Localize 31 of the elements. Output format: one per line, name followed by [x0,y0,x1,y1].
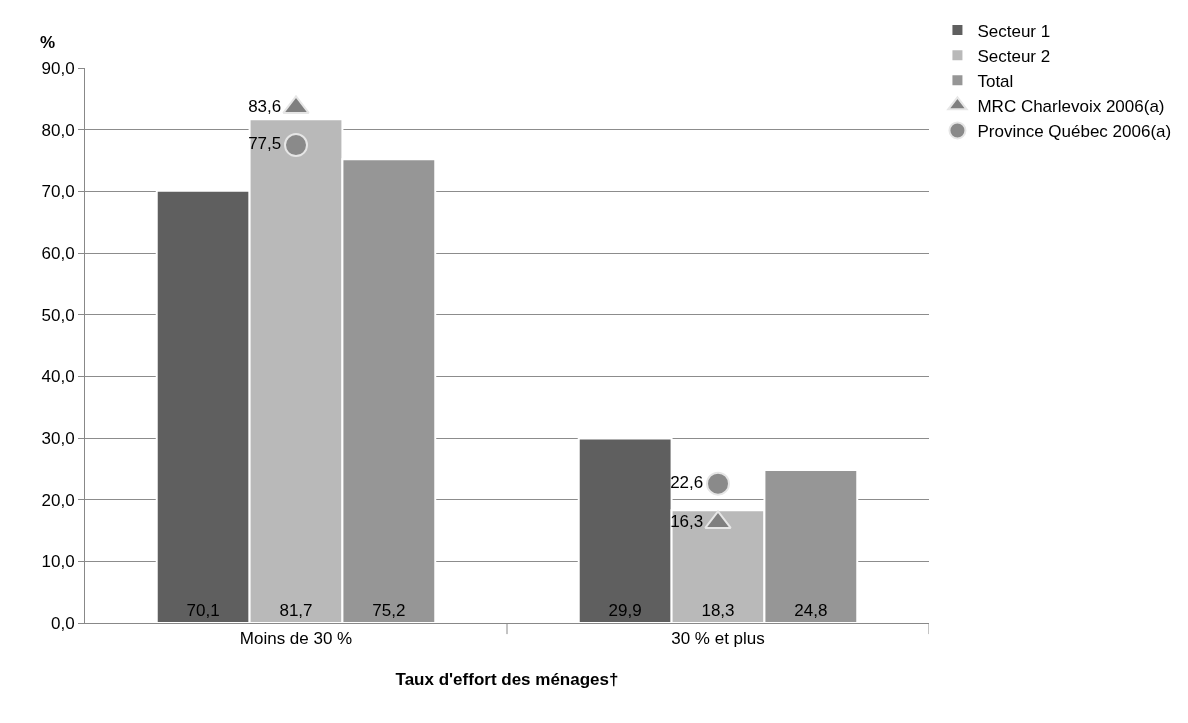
y-tick-label: 40,0 [41,367,75,387]
y-tick-label: 0,0 [50,613,75,633]
y-tick-label: 10,0 [41,552,75,572]
data-label: 77,5 [248,134,282,154]
legend-label: Secteur 2 [977,46,1051,66]
y-tick-label: 70,0 [41,182,75,202]
x-axis-title: Taux d'effort des ménages† [395,669,619,689]
y-tick-label: 30,0 [41,428,75,448]
point [706,471,730,496]
y-tick-label: 90,0 [41,58,75,78]
data-label: 18,3 [701,601,735,620]
legend-label: Province Québec 2006(a) [977,122,1172,142]
data-label: 83,6 [248,96,282,116]
data-label: 75,2 [372,601,406,620]
point [284,133,308,158]
x-tick-label: 30 % et plus [671,629,765,649]
data-label: 16,3 [670,511,704,531]
legend-label: Total [977,71,1014,91]
data-label: 22,6 [670,472,704,492]
legend-label: MRC Charlevoix 2006(a) [977,96,1165,116]
y-tick-label: 50,0 [41,305,75,325]
legend-label: Secteur 1 [977,21,1051,41]
y-tick-label: 80,0 [41,120,75,140]
data-label: 29,9 [608,601,642,620]
y-tick-label: 20,0 [41,490,75,510]
y-tick-label: 60,0 [41,243,75,263]
y-axis-title: % [40,33,56,52]
data-label: 81,7 [279,601,313,620]
data-label: 24,8 [794,601,828,620]
x-tick-label: Moins de 30 % [239,629,353,649]
data-label: 70,1 [186,601,220,620]
